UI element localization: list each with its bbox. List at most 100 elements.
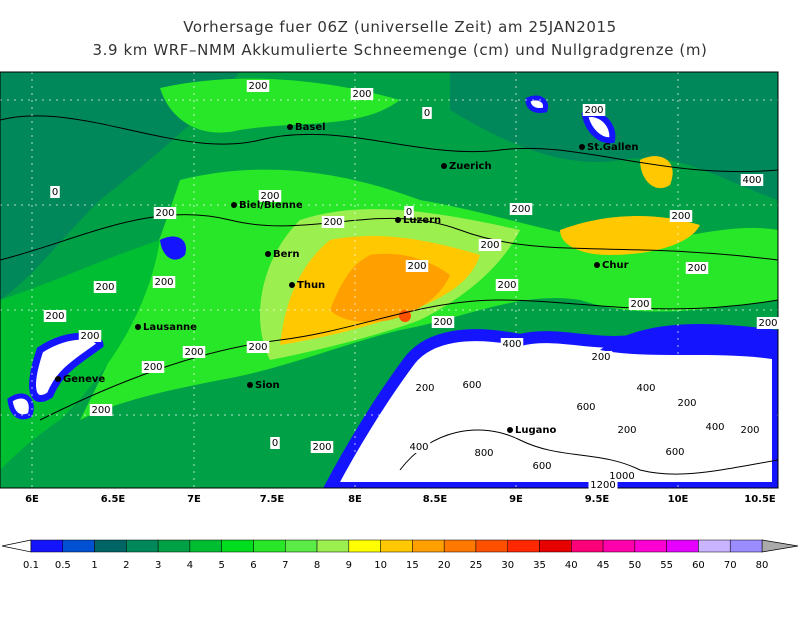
contour-label: 600 xyxy=(532,461,551,472)
contour-label: 200 xyxy=(95,282,114,293)
city-dot xyxy=(289,282,295,288)
contour-label: 800 xyxy=(474,448,493,459)
contour-label-bg xyxy=(246,341,270,353)
lon-label: 9.5E xyxy=(585,494,610,505)
contour-label-bg xyxy=(588,479,618,491)
contour-label: 200 xyxy=(407,261,426,272)
contour-label: 1200 xyxy=(590,480,615,491)
contour-label-bg xyxy=(574,401,598,413)
colorbar-over xyxy=(761,539,799,553)
colorbar-label: 35 xyxy=(533,560,546,571)
colorbar-box xyxy=(571,539,604,553)
lon-label: 8E xyxy=(348,494,362,505)
colorbar-label: 1 xyxy=(91,560,97,571)
colorbar-label: 55 xyxy=(660,560,673,571)
contour-label-bg xyxy=(404,206,414,218)
contour-label: 200 xyxy=(248,342,267,353)
contour-label-bg xyxy=(530,460,554,472)
city-dot xyxy=(579,144,585,150)
colorbar-box xyxy=(316,539,350,553)
contour-label: 200 xyxy=(630,299,649,310)
contour-label: 200 xyxy=(677,398,696,409)
map-labels: 200 200 0 200 400 0 200 200 200 0 200 200 200 200 200 2… xyxy=(43,80,780,491)
contour-label: 200 xyxy=(184,347,203,358)
colorbar-label: 70 xyxy=(724,560,737,571)
contour-label: 200 xyxy=(591,352,610,363)
lon-label: 6.5E xyxy=(101,494,126,505)
colorbar-label: 45 xyxy=(597,560,610,571)
lon-label: 10E xyxy=(668,494,689,505)
colorbar-box xyxy=(126,539,159,553)
contour-label-bg xyxy=(141,361,165,373)
contour-label-bg xyxy=(89,404,113,416)
contour-label: 600 xyxy=(665,447,684,458)
contour-label-bg xyxy=(685,262,709,274)
contour-label: 200 xyxy=(497,280,516,291)
colorbar-box xyxy=(348,539,381,553)
city-dot xyxy=(247,382,253,388)
contour-label: 400 xyxy=(705,422,724,433)
lon-label: 6E xyxy=(25,494,39,505)
colorbar-box xyxy=(443,539,477,553)
contour-label-bg xyxy=(628,298,652,310)
contour-label: 200 xyxy=(740,425,759,436)
contour-label-bg xyxy=(675,397,699,409)
city-dot xyxy=(55,376,61,382)
contour-label: 200 xyxy=(511,204,530,215)
colorbar-label: 20 xyxy=(438,560,451,571)
city-dot xyxy=(507,427,513,433)
contour-label: 200 xyxy=(433,317,452,328)
contour-label: 200 xyxy=(45,311,64,322)
city-label: Thun xyxy=(297,280,325,291)
contour-label-bg xyxy=(460,379,484,391)
title-line-1: Vorhersage fuer 06Z (universelle Zeit) a… xyxy=(183,18,617,36)
city-dot xyxy=(441,163,447,169)
colorbar-box xyxy=(666,539,699,553)
colorbar-label: 4 xyxy=(187,560,193,571)
colorbar-box xyxy=(412,539,445,553)
contour-label: 600 xyxy=(576,402,595,413)
colorbar-label: 7 xyxy=(282,560,288,571)
contour-label-bg xyxy=(152,276,176,288)
colorbar-box xyxy=(157,539,191,553)
contour-label: 200 xyxy=(323,217,342,228)
contour-label: 400 xyxy=(636,383,655,394)
contour-label: 200 xyxy=(248,81,267,92)
contour-label-bg xyxy=(740,174,764,186)
colorbar-box xyxy=(30,539,64,553)
lon-label: 9E xyxy=(509,494,523,505)
city-dot xyxy=(135,324,141,330)
colorbar-box xyxy=(221,539,254,553)
colorbar-label: 60 xyxy=(692,560,705,571)
colorbar-label: 9 xyxy=(346,560,352,571)
contour-label: 600 xyxy=(462,380,481,391)
contour-label: 200 xyxy=(758,318,777,329)
colorbar-box xyxy=(285,539,318,553)
contour-label-bg xyxy=(153,207,177,219)
contour-label-bg xyxy=(78,330,102,342)
contour-label-bg xyxy=(495,279,519,291)
contour-label: 200 xyxy=(155,208,174,219)
colorbar-box xyxy=(634,539,667,553)
contour-label-bg xyxy=(350,88,374,100)
contour-label: 200 xyxy=(480,240,499,251)
city-label: Luzern xyxy=(403,215,441,226)
contour-label-bg xyxy=(258,190,282,202)
contour-label: 400 xyxy=(742,175,761,186)
contour-label: 200 xyxy=(617,425,636,436)
city-label: St.Gallen xyxy=(587,142,639,153)
contour-label: 200 xyxy=(312,442,331,453)
contour-label-bg xyxy=(405,260,429,272)
colorbar-box xyxy=(507,539,540,553)
colorbar-box xyxy=(602,539,636,553)
city-label: Bern xyxy=(273,249,299,260)
contour-label: 200 xyxy=(415,383,434,394)
colorbar-label: 3 xyxy=(155,560,161,571)
contour-label-bg xyxy=(509,203,533,215)
contour-label: 400 xyxy=(502,339,521,350)
contour-label: 0 xyxy=(272,438,278,449)
contour-label-bg xyxy=(589,351,613,363)
contour-label-bg xyxy=(472,447,496,459)
city-label: Chur xyxy=(602,260,629,271)
colorbar-label: 0.5 xyxy=(55,560,71,571)
